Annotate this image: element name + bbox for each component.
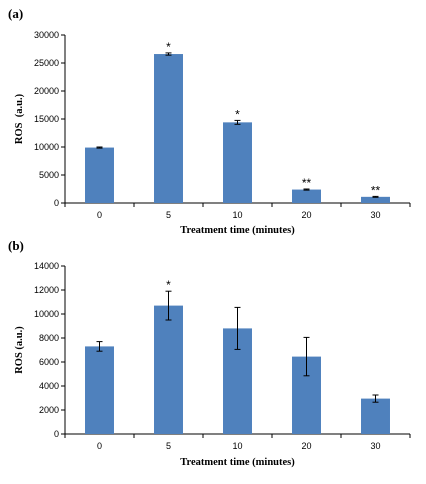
y-tick-label: 10000 <box>34 309 59 319</box>
panel-label: (b) <box>8 238 24 253</box>
y-tick-label: 8000 <box>39 333 59 343</box>
bar <box>361 398 390 434</box>
bar <box>154 54 183 203</box>
bar <box>85 147 114 203</box>
y-tick-label: 15000 <box>34 114 59 124</box>
x-tick-label: 20 <box>301 210 311 220</box>
y-axis-title: ROS (a.u.) <box>14 93 25 144</box>
bar <box>85 346 114 434</box>
x-tick-label: 5 <box>166 441 171 451</box>
x-tick-label: 20 <box>301 441 311 451</box>
y-tick-label: 20000 <box>34 86 59 96</box>
bar <box>292 189 321 203</box>
y-tick-label: 4000 <box>39 381 59 391</box>
x-tick-label: 10 <box>232 210 242 220</box>
x-tick-label: 0 <box>97 441 102 451</box>
x-tick-label: 0 <box>97 210 102 220</box>
y-tick-label: 6000 <box>39 357 59 367</box>
x-axis-title: Treatment time (minutes) <box>180 225 295 236</box>
significance-marker: ** <box>371 183 381 197</box>
panel-label: (a) <box>8 6 23 21</box>
bar <box>223 122 252 203</box>
x-tick-label: 30 <box>370 210 380 220</box>
y-tick-label: 0 <box>54 198 59 208</box>
x-tick-label: 30 <box>370 441 380 451</box>
y-tick-label: 5000 <box>39 170 59 180</box>
y-tick-label: 12000 <box>34 285 59 295</box>
x-tick-label: 10 <box>232 441 242 451</box>
bar <box>154 305 183 434</box>
y-tick-label: 0 <box>54 429 59 439</box>
chart-panel-a: (a) 0 5000 10000 15000 20000 25000 30000 0 * 5 * 10 *… <box>8 6 411 236</box>
significance-marker: * <box>166 278 171 292</box>
y-tick-label: 2000 <box>39 405 59 415</box>
y-axis-title: ROS (a.u.) <box>14 326 25 374</box>
x-tick-label: 5 <box>166 210 171 220</box>
y-tick-label: 14000 <box>34 261 59 271</box>
y-tick-label: 25000 <box>34 58 59 68</box>
bar <box>361 196 390 203</box>
chart-panel-b: (b) 0 2000 4000 6000 8000 10000 12000 14000 0 * 5 10… <box>8 238 411 468</box>
y-tick-label: 30000 <box>34 30 59 40</box>
significance-marker: ** <box>302 176 312 190</box>
significance-marker: * <box>235 107 240 121</box>
significance-marker: * <box>166 40 171 54</box>
x-axis-title: Treatment time (minutes) <box>180 457 295 468</box>
y-tick-label: 10000 <box>34 142 59 152</box>
